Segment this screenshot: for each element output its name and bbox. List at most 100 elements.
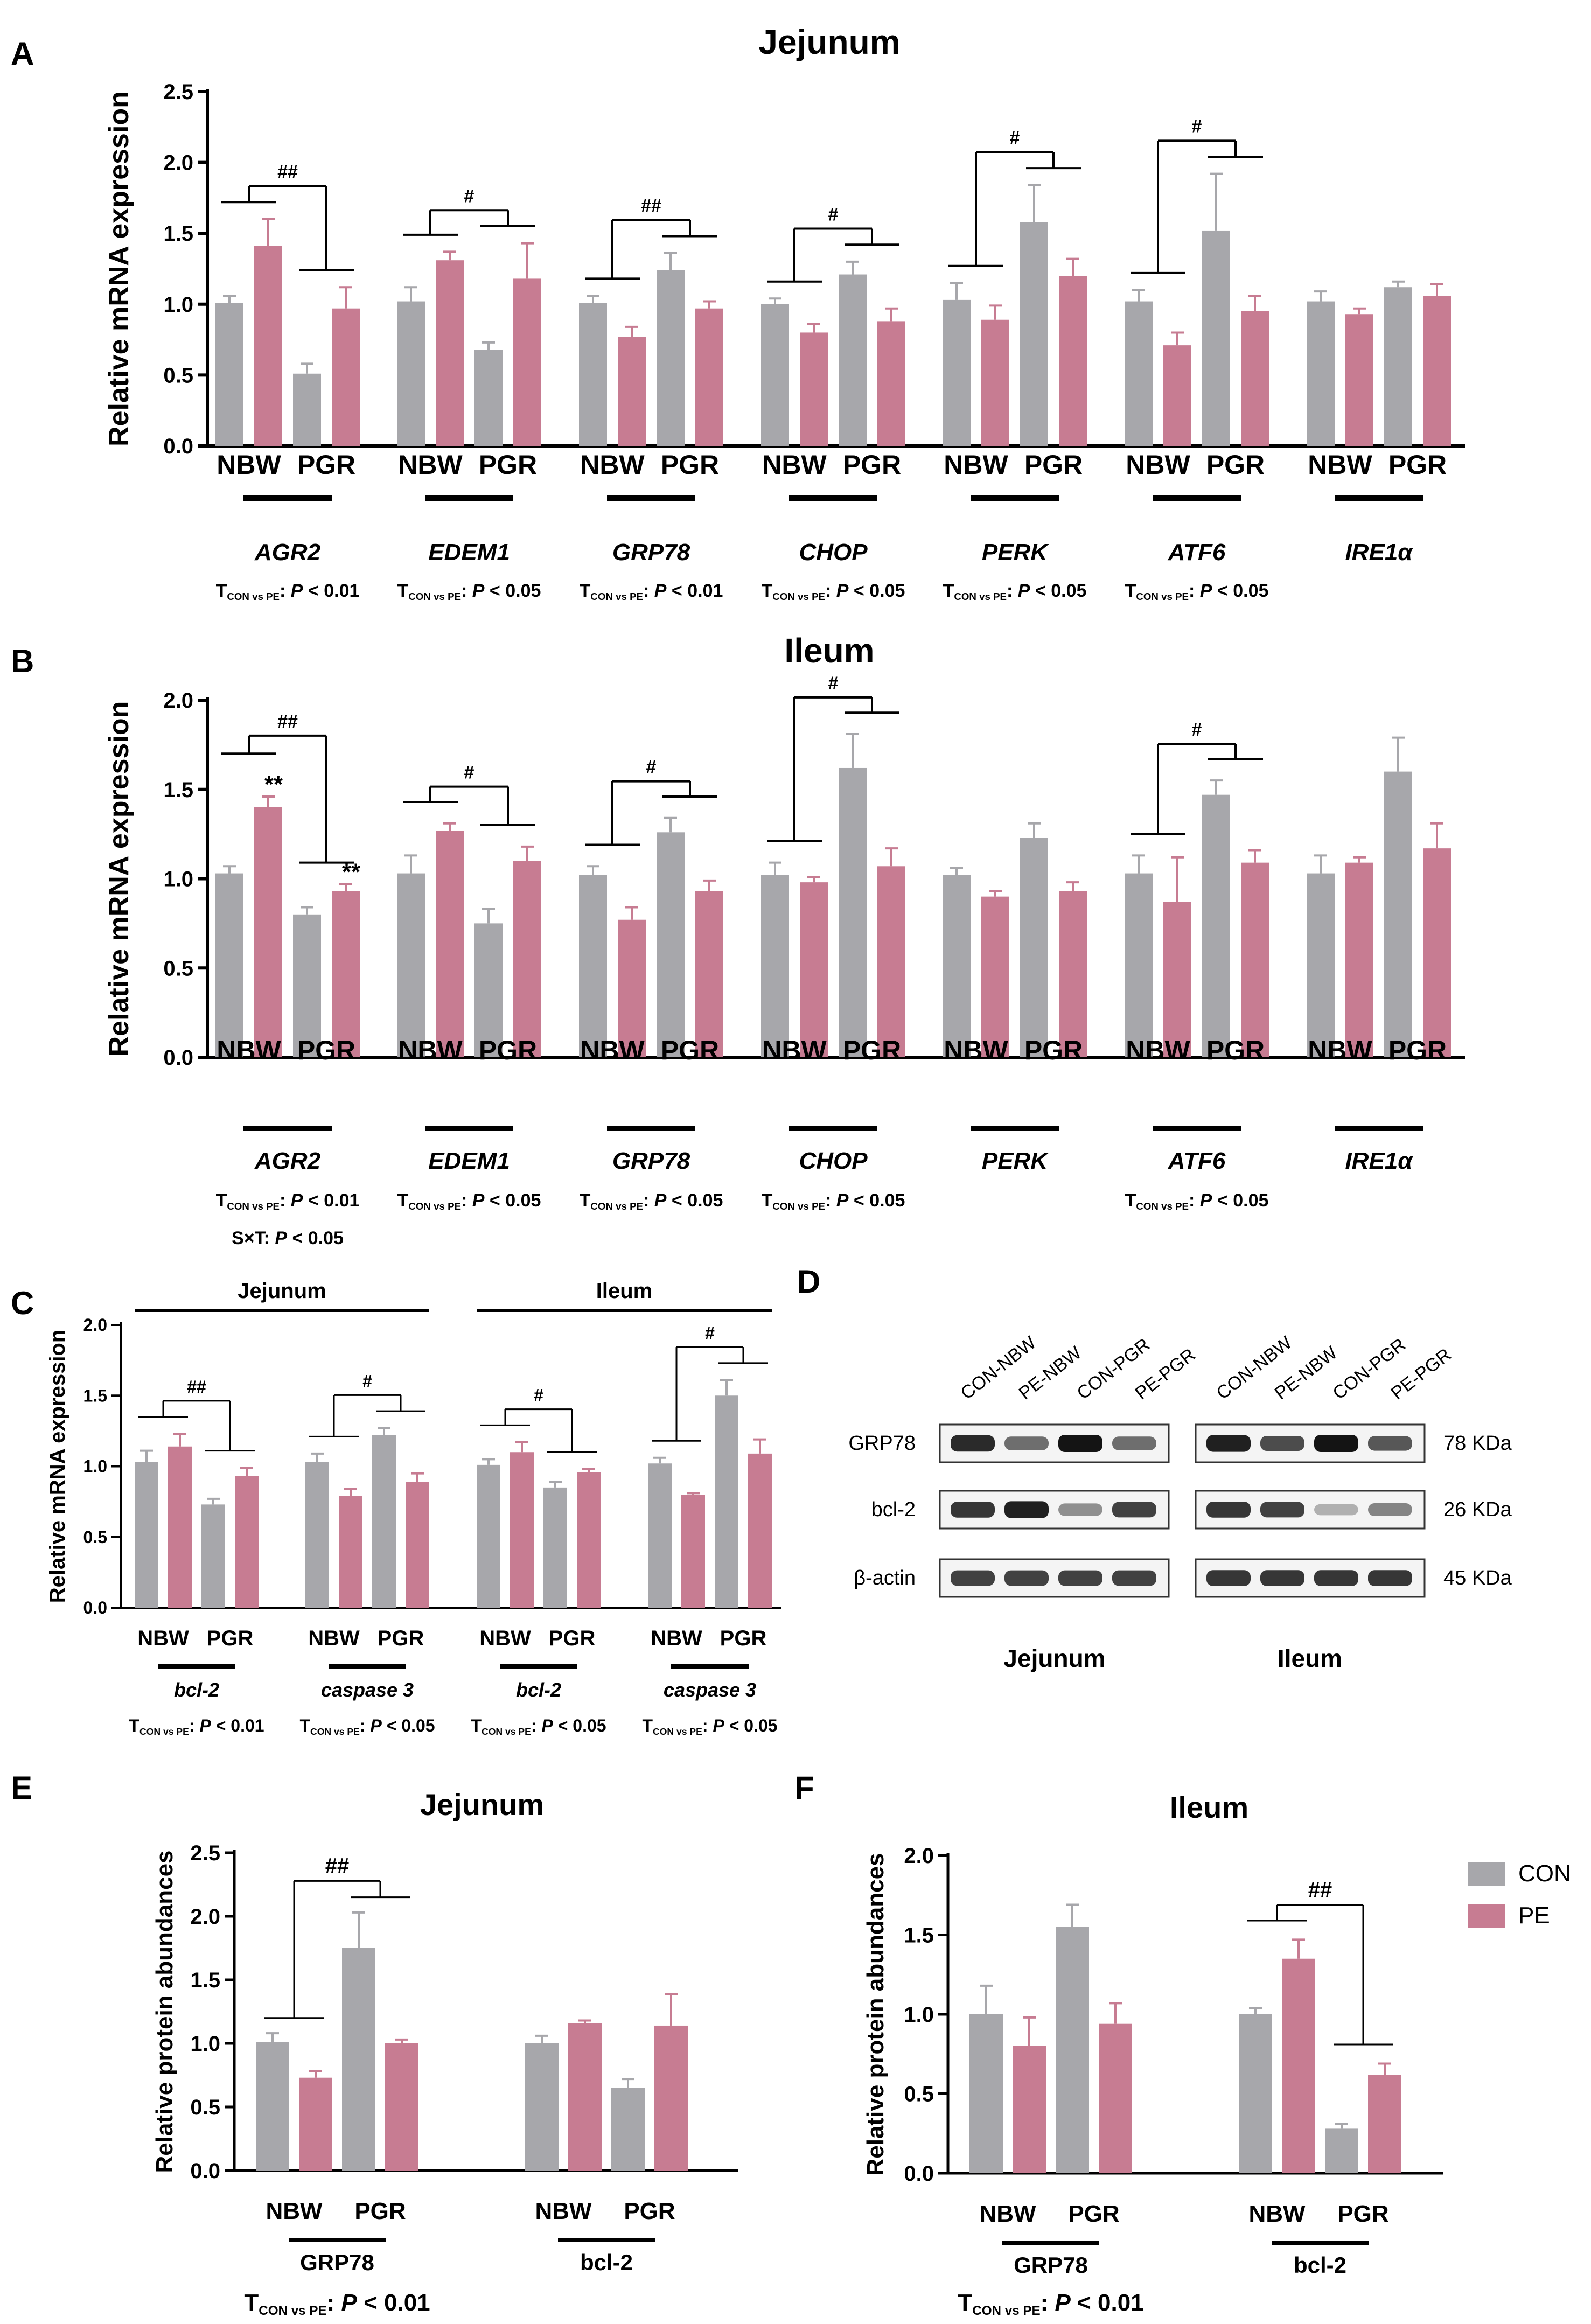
stat-line-c: TCON vs PE: P < 0.01 xyxy=(129,1716,264,1737)
gene-label-b: GRP78 xyxy=(612,1148,690,1174)
blot-band xyxy=(1314,1435,1358,1452)
y-tick-label-a: 0.5 xyxy=(163,364,193,387)
y-tick-label-f: 1.0 xyxy=(904,2003,934,2027)
blot-band xyxy=(1004,1570,1049,1586)
group-line-ileum-c xyxy=(477,1309,772,1312)
panel-label-e: E xyxy=(11,1770,32,1806)
bar-b-5-1 xyxy=(1163,902,1191,1057)
x-tick-label-pgr-a: PGR xyxy=(1388,450,1447,480)
group-underline-b xyxy=(425,1126,513,1131)
x-tick-label-pgr-f: PGR xyxy=(1068,2201,1119,2227)
gene-label-b: IRE1α xyxy=(1345,1148,1413,1174)
bar-a-3-2 xyxy=(839,274,867,446)
bar-b-3-1 xyxy=(800,882,828,1057)
gene-label-f: bcl-2 xyxy=(1294,2252,1346,2278)
panel-label-a: A xyxy=(11,36,34,72)
legend-swatch-pe xyxy=(1468,1904,1505,1928)
bar-a-4-3 xyxy=(1059,276,1087,446)
blot-band xyxy=(951,1435,995,1452)
gene-label-b: EDEM1 xyxy=(428,1148,510,1174)
x-tick-label-pgr-b: PGR xyxy=(297,1035,355,1065)
bar-a-5-0 xyxy=(1125,301,1153,446)
bar-c-2-0 xyxy=(477,1464,500,1608)
y-tick-label-e: 2.0 xyxy=(190,1905,220,1929)
significance-mark-a: # xyxy=(1010,128,1020,148)
blot-size-label: 45 KDa xyxy=(1443,1567,1512,1589)
y-tick-label-f: 1.5 xyxy=(904,1924,934,1948)
bar-b-2-2 xyxy=(657,832,685,1057)
gene-label-c: caspase 3 xyxy=(664,1679,756,1701)
group-title-jejunum-c: Jejunum xyxy=(238,1279,326,1303)
y-tick-label-e: 0.0 xyxy=(190,2159,220,2183)
stat-line-b: S×T: P < 0.05 xyxy=(232,1228,344,1248)
x-tick-label-nbw-c: NBW xyxy=(308,1627,360,1650)
bar-e-0-0 xyxy=(256,2042,289,2171)
significance-mark-a: # xyxy=(828,205,839,225)
gene-label-e: bcl-2 xyxy=(580,2250,633,2275)
x-tick-label-nbw-a: NBW xyxy=(217,450,281,480)
y-axis-label-b: Relative mRNA expression xyxy=(103,701,135,1057)
x-tick-label-nbw-b: NBW xyxy=(1308,1035,1372,1065)
blot-band xyxy=(1260,1436,1304,1451)
blot-band xyxy=(1058,1435,1102,1452)
significance-mark-c: # xyxy=(534,1386,543,1405)
significance-mark-b: # xyxy=(828,673,839,694)
group-underline-e xyxy=(289,2238,386,2242)
bar-a-6-3 xyxy=(1423,296,1451,446)
bar-a-3-3 xyxy=(877,321,905,446)
legend-label-pe: PE xyxy=(1518,1902,1550,1929)
bar-f-1-0 xyxy=(1239,2014,1272,2173)
bar-a-2-2 xyxy=(657,270,685,446)
gene-label-a: ATF6 xyxy=(1168,539,1226,566)
bar-a-6-2 xyxy=(1384,287,1412,446)
gene-label-a: CHOP xyxy=(799,539,868,566)
significance-mark-a: # xyxy=(464,186,474,206)
panel-label-b: B xyxy=(11,643,34,679)
blot-band xyxy=(1368,1436,1412,1451)
bar-a-5-1 xyxy=(1163,345,1191,446)
gene-label-c: caspase 3 xyxy=(321,1679,414,1701)
group-underline-c xyxy=(500,1664,577,1669)
stat-line-a: TCON vs PE: P < 0.05 xyxy=(1125,581,1269,602)
stat-line-b: TCON vs PE: P < 0.05 xyxy=(397,1190,541,1212)
bar-b-4-1 xyxy=(981,896,1009,1057)
x-tick-label-pgr-a: PGR xyxy=(479,450,537,480)
y-tick-label-b: 2.0 xyxy=(163,689,193,713)
y-tick-label-f: 0.0 xyxy=(904,2162,934,2186)
bar-c-3-2 xyxy=(715,1395,738,1608)
x-tick-label-nbw-b: NBW xyxy=(580,1035,645,1065)
legend-swatch-con xyxy=(1468,1862,1505,1886)
bar-c-2-3 xyxy=(577,1472,601,1608)
x-tick-label-pgr-a: PGR xyxy=(1024,450,1083,480)
bar-e-1-2 xyxy=(611,2088,645,2171)
bar-b-4-0 xyxy=(943,875,971,1057)
bar-b-3-2 xyxy=(839,767,867,1057)
group-underline-b xyxy=(607,1126,695,1131)
stat-line-b: TCON vs PE: P < 0.05 xyxy=(762,1190,905,1212)
gene-label-a: AGR2 xyxy=(254,539,321,566)
group-underline-b xyxy=(789,1126,877,1131)
y-tick-label-a: 2.0 xyxy=(163,151,193,175)
group-underline-b xyxy=(243,1126,332,1131)
significance-star-b: ** xyxy=(264,771,283,798)
bar-c-1-2 xyxy=(372,1435,396,1608)
blot-band xyxy=(1314,1504,1358,1516)
y-axis-label-c: Relative mRNA expression xyxy=(46,1330,69,1603)
significance-mark-e: ## xyxy=(325,1854,350,1878)
x-tick-label-pgr-c: PGR xyxy=(720,1627,767,1650)
blot-band xyxy=(1112,1570,1156,1586)
x-tick-label-pgr-b: PGR xyxy=(479,1035,537,1065)
x-tick-label-nbw-b: NBW xyxy=(762,1035,827,1065)
bar-c-1-3 xyxy=(406,1482,429,1608)
blot-band xyxy=(1368,1570,1412,1586)
stat-line-a: TCON vs PE: P < 0.05 xyxy=(762,581,905,602)
group-underline-c xyxy=(329,1664,406,1669)
bar-a-1-2 xyxy=(474,350,503,446)
y-tick-label-c: 2.0 xyxy=(83,1315,107,1335)
gene-label-b: ATF6 xyxy=(1168,1148,1226,1174)
y-tick-label-e: 1.5 xyxy=(190,1969,220,1992)
stat-line-f: TCON vs PE: P < 0.01 xyxy=(958,2290,1143,2318)
bar-f-0-1 xyxy=(1013,2046,1046,2173)
stat-line-c: TCON vs PE: P < 0.05 xyxy=(642,1716,777,1737)
